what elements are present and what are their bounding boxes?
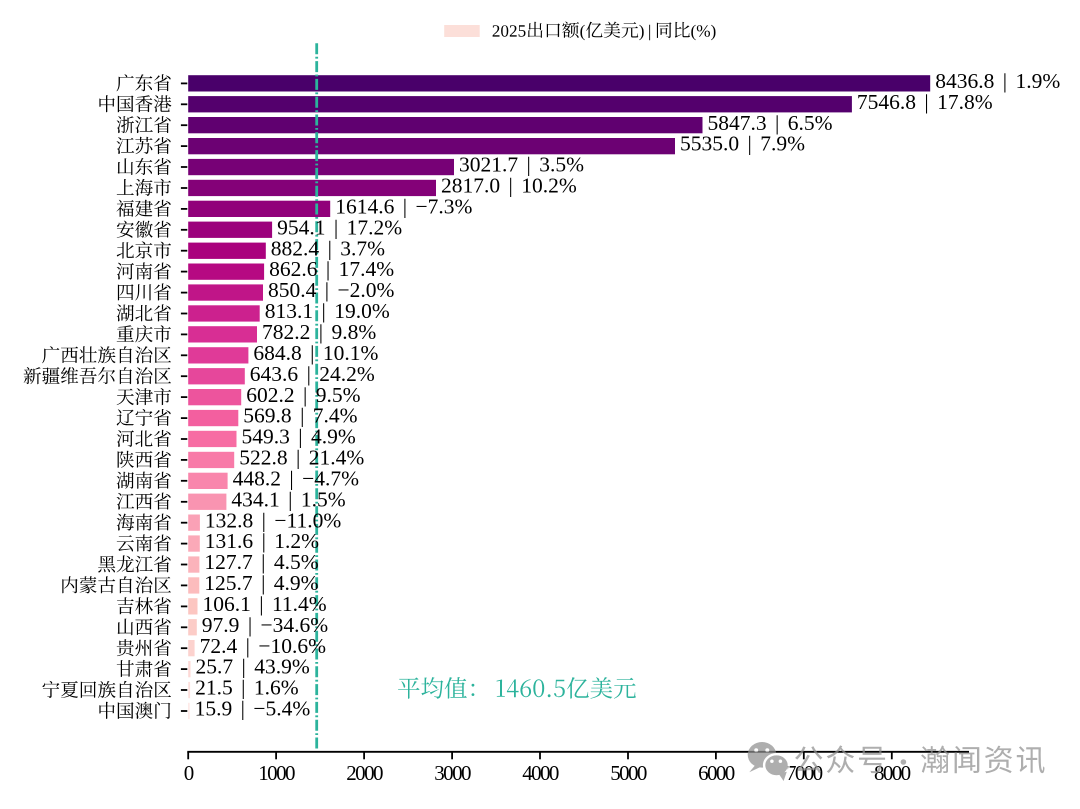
svg-text:15.9|−5.4%: 15.9 | −5.4% (195, 697, 311, 721)
svg-text:127.7|4.5%: 127.7 | 4.5% (204, 550, 318, 574)
svg-text:125.7|4.9%: 125.7 | 4.9% (204, 571, 318, 595)
svg-text:132.8|−11.0%: 132.8 | −11.0% (205, 508, 341, 532)
svg-text:0: 0 (184, 761, 194, 785)
svg-text:3000: 3000 (434, 761, 471, 785)
svg-text:4000: 4000 (522, 761, 559, 785)
svg-text:97.9|−34.6%: 97.9 | −34.6% (202, 613, 328, 637)
svg-text:602.2|9.5%: 602.2 | 9.5% (246, 383, 360, 407)
svg-text:434.1|1.5%: 434.1 | 1.5% (231, 487, 345, 511)
svg-text:882.4|3.7%: 882.4 | 3.7% (271, 236, 385, 260)
svg-text:1614.6|−7.3%: 1614.6 | −7.3% (335, 195, 472, 219)
svg-text:7546.8|17.8%: 7546.8 | 17.8% (857, 90, 993, 114)
svg-text:7000: 7000 (786, 761, 823, 785)
svg-text:569.8|7.4%: 569.8 | 7.4% (243, 404, 357, 428)
svg-text:5535.0|7.9%: 5535.0 | 7.9% (680, 132, 805, 156)
svg-text:2817.0|10.2%: 2817.0 | 10.2% (441, 174, 577, 198)
svg-text:549.3|4.9%: 549.3 | 4.9% (242, 425, 356, 449)
svg-text:72.4|−10.6%: 72.4 | −10.6% (200, 634, 326, 658)
svg-text:131.6|1.2%: 131.6 | 1.2% (205, 529, 319, 553)
svg-text:5000: 5000 (610, 761, 647, 785)
svg-text:2000: 2000 (346, 761, 383, 785)
svg-text:6000: 6000 (698, 761, 735, 785)
svg-text:1000: 1000 (258, 761, 295, 785)
svg-text:782.2|9.8%: 782.2 | 9.8% (262, 320, 376, 344)
